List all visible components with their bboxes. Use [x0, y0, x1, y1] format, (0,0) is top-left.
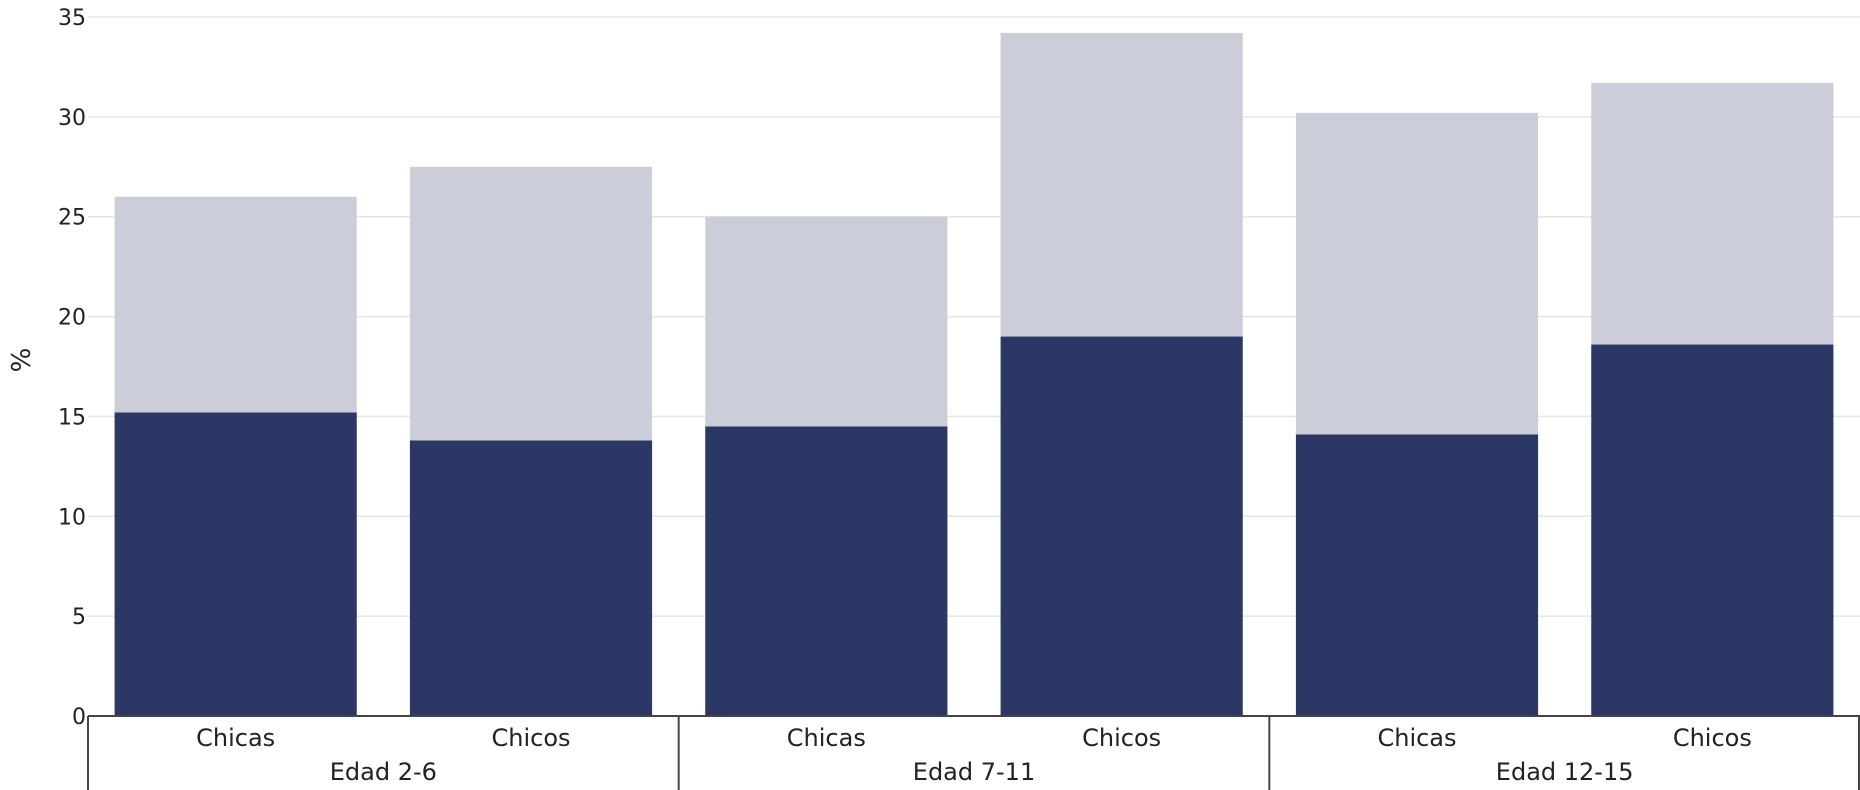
bars [114, 32, 1834, 716]
x-tick-label: Chicos [1082, 724, 1161, 752]
bar-segment [409, 166, 653, 441]
y-axis-label: % [7, 348, 37, 373]
group-label: Edad 2-6 [330, 758, 437, 786]
y-tick-label: 30 [58, 106, 86, 131]
y-tick-label: 0 [72, 705, 86, 730]
x-tick-label: Chicos [491, 724, 570, 752]
bar-segment [1000, 336, 1243, 716]
bar-segment [114, 412, 357, 716]
y-tick-label: 35 [58, 6, 86, 31]
x-tick-label: Chicas [196, 724, 275, 752]
y-tick-label: 20 [58, 306, 86, 331]
bar-segment [1000, 32, 1243, 337]
y-tick-label: 10 [58, 505, 86, 530]
bar-segment [114, 196, 357, 413]
y-tick-label: 15 [58, 405, 86, 430]
bar-segment [1591, 344, 1834, 716]
x-axis: Chicas Chicos Chicas Chicos Chicas Chicos Edad… [87, 715, 1860, 790]
bar-segment [1295, 112, 1539, 435]
x-tick-label: Chicas [1377, 724, 1456, 752]
y-axis: 0 5 10 15 20 25 30 35 [58, 6, 86, 730]
x-tick-label: Chicas [787, 724, 866, 752]
bar-segment [705, 216, 948, 427]
bar-segment [1295, 434, 1539, 716]
bar-segment [1591, 82, 1834, 345]
group-label: Edad 7-11 [913, 758, 1035, 786]
gridlines [88, 16, 1860, 617]
y-tick-label: 5 [72, 605, 86, 630]
x-tick-label: Chicos [1673, 724, 1752, 752]
bar-segment [409, 440, 653, 716]
y-tick-label: 25 [58, 206, 86, 231]
bar-segment [705, 426, 948, 716]
group-label: Edad 12-15 [1496, 758, 1634, 786]
